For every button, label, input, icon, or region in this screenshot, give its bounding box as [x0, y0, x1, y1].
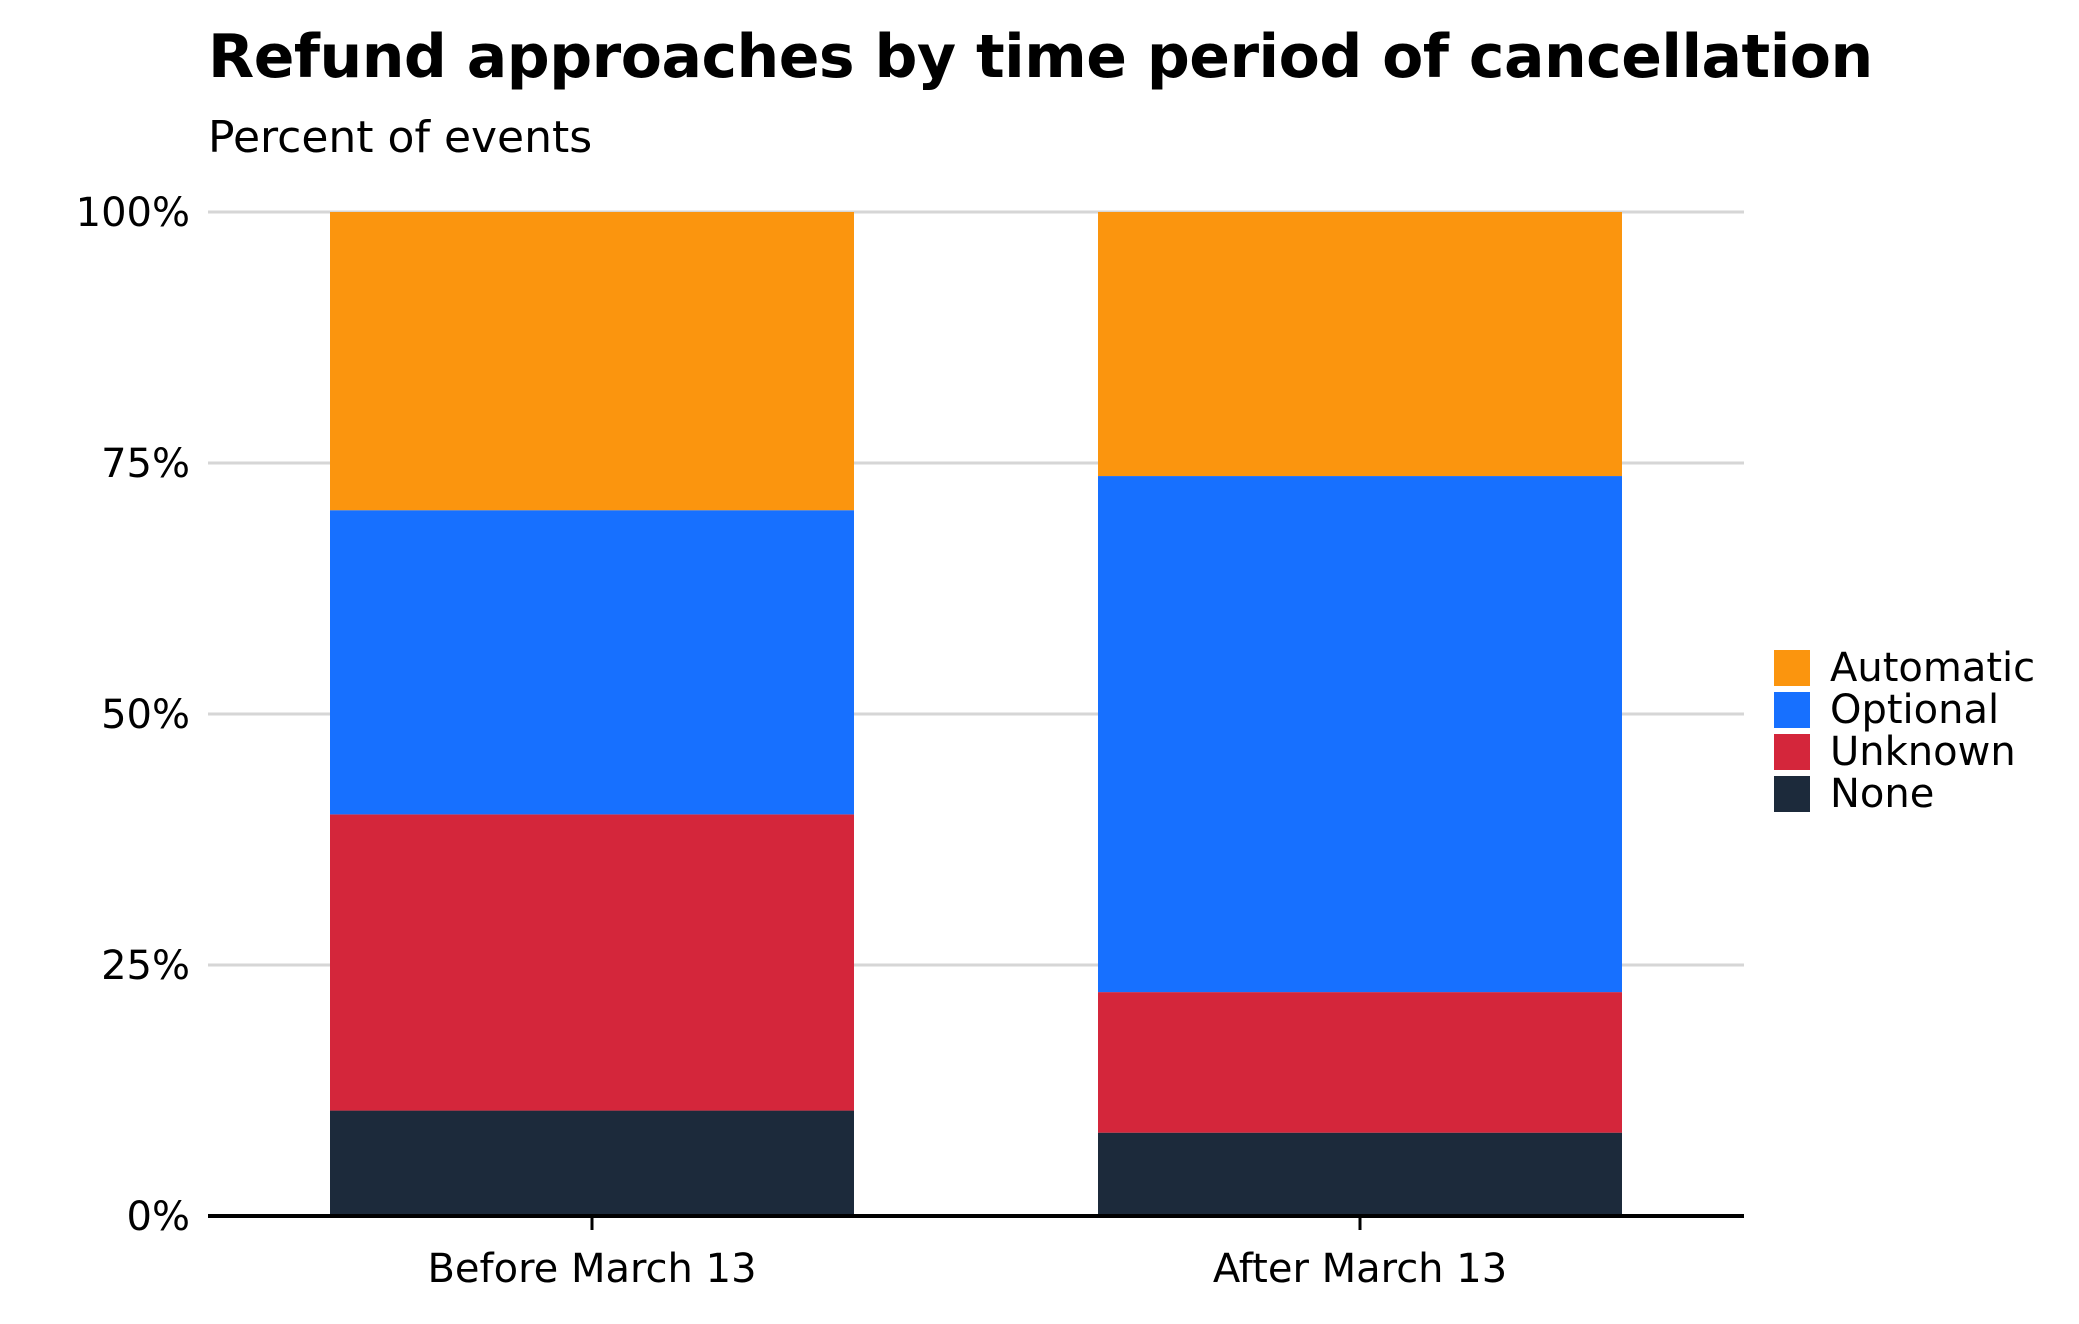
bars [330, 212, 1622, 1216]
chart-title: Refund approaches by time period of canc… [208, 22, 1873, 92]
legend-swatch-automatic [1774, 650, 1810, 686]
bar-segment-none [330, 1110, 854, 1216]
bar-segment-automatic [330, 212, 854, 511]
y-tick-label: 50% [101, 692, 190, 738]
legend-label-unknown: Unknown [1830, 729, 2016, 775]
bar-segment-none [1098, 1132, 1622, 1216]
bar-segment-automatic [1098, 212, 1622, 477]
legend-swatch-none [1774, 776, 1810, 812]
x-tick-label: Before March 13 [427, 1246, 756, 1292]
legend-label-automatic: Automatic [1830, 645, 2035, 691]
y-tick-label: 25% [101, 943, 190, 989]
x-tick-label: After March 13 [1213, 1246, 1507, 1292]
legend-label-optional: Optional [1830, 687, 1999, 733]
chart-subtitle: Percent of events [208, 112, 593, 163]
y-tick-label: 100% [76, 190, 190, 236]
bar-segment-optional [1098, 476, 1622, 993]
y-tick-label: 0% [127, 1194, 190, 1240]
axes: 0% 25% 50% 75% 100% Before March 13 After Marc… [76, 190, 1744, 1292]
legend-swatch-optional [1774, 692, 1810, 728]
legend-label-none: None [1830, 771, 1934, 817]
bar-segment-optional [330, 510, 854, 815]
bar-segment-unknown [330, 814, 854, 1111]
y-tick-label: 75% [101, 441, 190, 487]
legend-swatch-unknown [1774, 734, 1810, 770]
bar-segment-unknown [1098, 992, 1622, 1133]
